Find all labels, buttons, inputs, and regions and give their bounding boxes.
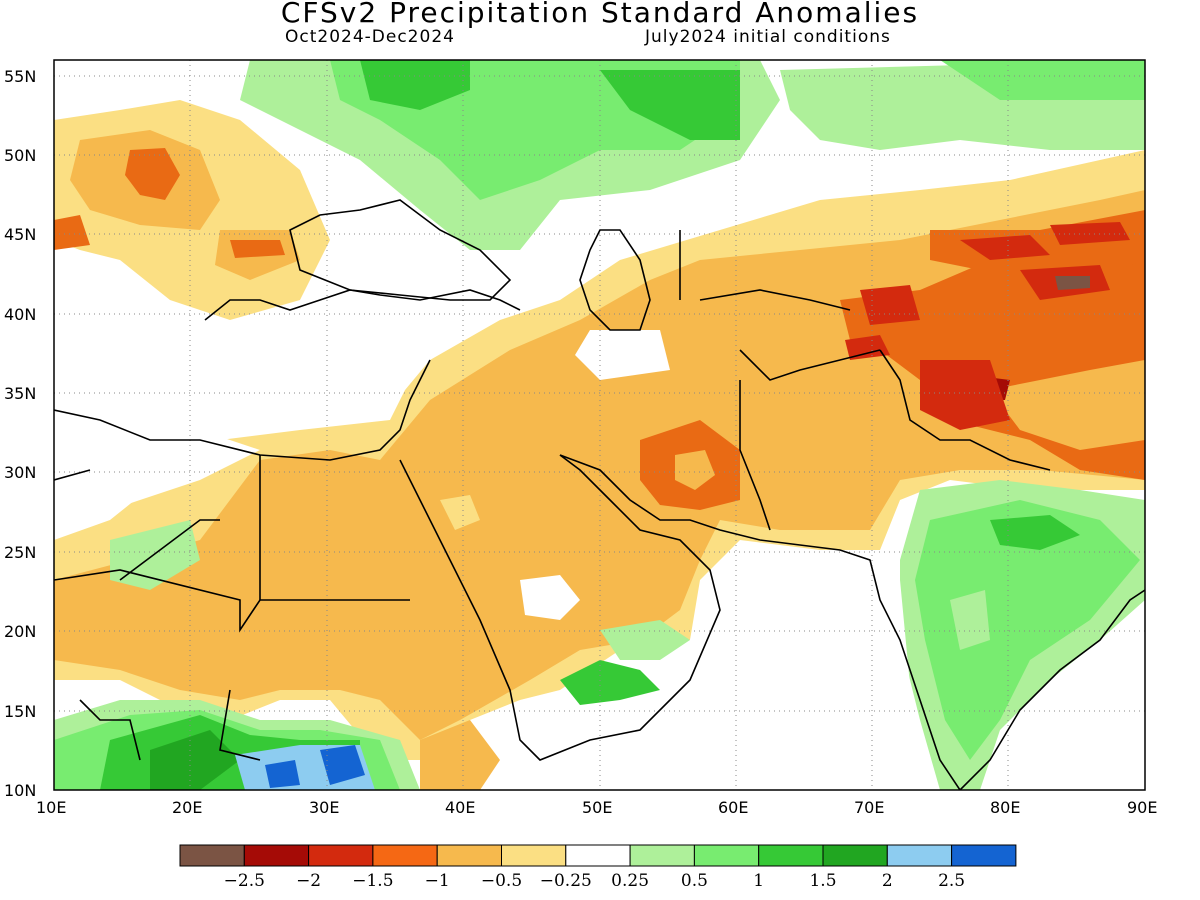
colorbar-swatch xyxy=(758,844,824,867)
anomaly-region xyxy=(990,515,1080,550)
anomaly-region xyxy=(860,285,920,325)
colorbar-label: 0.25 xyxy=(611,871,649,891)
anomaly-region xyxy=(600,620,690,660)
lat-tick-label: 30N xyxy=(4,463,36,482)
anomaly-region xyxy=(560,660,660,705)
anomaly-region xyxy=(600,560,920,790)
anomaly-region xyxy=(54,330,420,440)
anomaly-region xyxy=(360,60,470,110)
anomaly-region xyxy=(265,760,300,788)
anomaly-region xyxy=(54,430,260,520)
lon-tick-label: 30E xyxy=(309,798,339,817)
colorbar-label: 1 xyxy=(753,871,764,891)
colorbar-swatch xyxy=(565,844,631,867)
anomaly-region xyxy=(940,60,1145,100)
lat-tick-label: 25N xyxy=(4,543,36,562)
colorbar-swatch xyxy=(436,844,503,867)
colorbar-swatch xyxy=(243,844,310,867)
lat-tick-label: 15N xyxy=(4,702,36,721)
colorbar-label: −1.5 xyxy=(352,871,393,891)
lon-tick-label: 20E xyxy=(172,798,202,817)
anomaly-region xyxy=(150,730,240,790)
lon-tick-label: 60E xyxy=(718,798,748,817)
lat-axis: 55N 50N 45N 40N 35N 30N 25N 20N 15N 10N xyxy=(4,67,36,800)
anomaly-region xyxy=(920,360,1010,430)
colorbar-label: −2 xyxy=(296,871,321,891)
lon-tick-label: 40E xyxy=(445,798,475,817)
anomaly-region xyxy=(915,500,1140,760)
anomaly-region xyxy=(320,745,365,785)
lon-tick-label: 10E xyxy=(36,798,66,817)
colorbar-label: 2 xyxy=(882,871,893,891)
lon-tick-label: 70E xyxy=(854,798,884,817)
anomaly-region xyxy=(440,495,480,530)
chart-title: CFSv2 Precipitation Standard Anomalies xyxy=(280,0,920,29)
anomaly-region xyxy=(675,450,715,490)
colorbar-label: −2.5 xyxy=(224,871,265,891)
anomaly-region xyxy=(990,360,1145,450)
lon-tick-label: 90E xyxy=(1127,798,1157,817)
anomaly-region xyxy=(575,330,670,380)
colorbar-swatch xyxy=(501,844,567,867)
colorbar-swatch xyxy=(693,844,760,867)
colorbar-swatch xyxy=(179,844,245,867)
colorbar: −2.5 −2 −1.5 −1 −0.5 −0.25 0.25 0.5 1 1.5 2 2.5 xyxy=(179,844,1017,891)
lat-tick-label: 55N xyxy=(4,67,36,86)
colorbar-swatch xyxy=(308,844,374,867)
anomaly-region xyxy=(420,720,500,790)
anomaly-region xyxy=(845,335,890,360)
anomaly-region xyxy=(54,215,90,250)
anomaly-region xyxy=(125,148,180,200)
anomaly-region xyxy=(1055,276,1090,290)
map-grid xyxy=(54,60,1145,790)
colorbar-label: 2.5 xyxy=(938,871,965,891)
anomaly-region xyxy=(520,575,580,620)
lat-tick-label: 20N xyxy=(4,622,36,641)
colorbar-swatch xyxy=(629,844,695,867)
lat-tick-label: 50N xyxy=(4,146,36,165)
lat-tick-label: 10N xyxy=(4,781,36,800)
anomaly-region xyxy=(960,235,1050,260)
anomaly-region xyxy=(950,590,990,650)
colorbar-label: −1 xyxy=(425,871,450,891)
forecast-period: Oct2024-Dec2024 xyxy=(285,27,455,47)
lat-tick-label: 40N xyxy=(4,305,36,324)
colorbar-label: 0.5 xyxy=(681,871,708,891)
colorbar-swatch xyxy=(372,844,438,867)
colorbar-label: −0.5 xyxy=(481,871,522,891)
colorbar-label: −0.25 xyxy=(540,871,592,891)
colorbar-swatch xyxy=(951,844,1017,867)
initial-conditions: July2024 initial conditions xyxy=(645,27,891,47)
lon-tick-label: 50E xyxy=(582,798,612,817)
colorbar-swatch xyxy=(886,844,953,867)
colorbar-swatch xyxy=(822,844,888,867)
lat-tick-label: 45N xyxy=(4,225,36,244)
anomaly-region xyxy=(230,240,285,258)
plot-frame xyxy=(53,59,1146,791)
anomaly-region xyxy=(600,70,740,140)
lon-axis: 10E 20E 30E 40E 50E 60E 70E 80E 90E xyxy=(36,798,1157,817)
lat-tick-label: 35N xyxy=(4,384,36,403)
coastlines xyxy=(54,199,1145,790)
colorbar-label: 1.5 xyxy=(809,871,836,891)
lon-tick-label: 80E xyxy=(990,798,1020,817)
